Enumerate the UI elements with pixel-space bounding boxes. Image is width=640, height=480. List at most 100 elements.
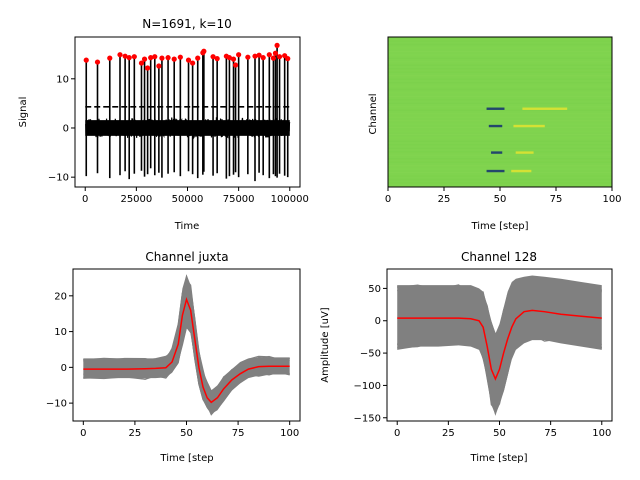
channel-128-trace [397,332,602,410]
spike-marker [226,55,233,61]
heatmap-row [388,40,612,42]
signal-x-tick-label: 100000 [271,194,309,205]
juxta-trace [83,326,290,414]
spike-marker [266,52,272,58]
juxta-y-tick-label: 0 [61,363,67,374]
heatmap-row [388,147,612,149]
heatmap-row [388,68,612,70]
signal-x-axis-label: Time [174,221,199,232]
heatmap-x-tick-label: 25 [438,194,451,205]
juxta-trace-band [83,274,290,414]
heatmap-row [388,158,612,160]
heatmap-row [388,75,612,77]
panel-juxta-title: Channel juxta [145,250,228,264]
heatmap-x-tick-label: 100 [602,194,621,205]
signal-y-axis-label: Signal [18,97,29,128]
juxta-x-ticks: 0 25 50 75 100 [80,421,299,439]
channel-128-x-tick-label: 0 [394,428,400,439]
spike-marker [276,54,283,60]
heatmap-x-axis-label: Time [step] [470,221,528,232]
heatmap-feature [511,169,532,173]
heatmap-row [388,37,612,39]
spike-marker [252,53,258,59]
panel-channel-128-title: Channel 128 [461,250,537,264]
spike-marker [210,54,216,60]
juxta-plot-area [83,274,290,416]
channel-128-x-tick-label: 25 [442,428,455,439]
spike-marker [232,62,239,68]
heatmap-row [388,127,612,129]
heatmap-y-axis-label: Channel [368,93,379,134]
heatmap-row [388,178,612,181]
channel-128-y-ticks: −150 −100 −50 0 50 [354,284,387,424]
channel-128-y-tick-label: 50 [368,284,381,295]
heatmap-row [388,161,612,163]
heatmap-x-ticks: 0 25 50 75 100 [385,187,622,205]
juxta-trace [83,278,290,392]
heatmap-row [388,78,612,80]
spike-marker [131,54,137,60]
heatmap-feature [486,169,505,173]
spike-marker [190,60,196,66]
channel-128-mean-line [397,309,602,381]
heatmap-plot-area [388,37,612,187]
channel-128-x-axis-label: Time [step] [469,453,527,464]
heatmap-row [388,106,612,108]
spike-marker [256,52,262,58]
spike-marker [83,57,89,63]
juxta-y-tick-label: −10 [46,399,67,410]
juxta-x-tick-label: 50 [180,428,193,439]
signal-x-tick-label: 75000 [223,194,255,205]
heatmap-row [388,113,612,115]
channel-128-trace [397,280,602,341]
juxta-y-tick-label: 20 [54,291,67,302]
heatmap-row [388,43,612,46]
heatmap-row [388,92,612,94]
heatmap-row [388,175,612,177]
heatmap-row [388,133,612,136]
channel-128-trace [397,275,602,342]
signal-x-ticks: 0 25000 50000 75000 100000 [82,187,309,205]
heatmap-row [388,95,612,97]
channel-128-y-axis-label: Amplitude [uV] [320,307,331,383]
signal-x-tick-label: 0 [82,194,88,205]
heatmap-row [388,109,612,111]
spike-marker [236,52,242,58]
heatmap-row [388,137,612,139]
spike-marker [117,52,123,58]
heatmap-feature [515,151,534,154]
heatmap-row [388,88,612,91]
heatmap-row [388,182,612,184]
spike-marker [94,59,101,65]
panel-juxta: Channel juxta 0 25 50 75 100 −10 0 10 20 Time [… [46,250,301,464]
signal-y-tick-label: 0 [63,123,69,134]
channel-128-y-tick-label: −100 [354,381,381,392]
juxta-y-ticks: −10 0 10 20 [46,291,73,410]
channel-128-y-tick-label: −150 [354,413,381,424]
channel-128-y-tick-label: 0 [375,316,381,327]
signal-y-tick-label: 10 [56,74,69,85]
heatmap-row [388,168,612,170]
heatmap-row [388,144,612,146]
spike-marker [260,55,266,61]
heatmap-row [388,54,612,56]
heatmap-row [388,123,612,125]
heatmap-row [388,64,612,66]
signal-x-tick-label: 25000 [120,194,152,205]
heatmap-row [388,99,612,101]
juxta-x-axis-label: Time [step [159,453,213,464]
spike-marker [159,55,165,61]
spike-marker [177,54,183,60]
heatmap-row [388,85,612,87]
heatmap-row [388,82,612,84]
spike-marker [122,53,128,59]
heatmap-row [388,172,612,174]
spike-marker [245,54,251,60]
spike-marker [171,56,177,62]
spike-marker [152,54,158,60]
spike-marker [230,56,237,62]
heatmap-row [388,61,612,63]
panel-heatmap: 0 25 50 75 100 Time [step] Channel [368,36,622,232]
signal-y-tick-label: −10 [48,173,69,184]
